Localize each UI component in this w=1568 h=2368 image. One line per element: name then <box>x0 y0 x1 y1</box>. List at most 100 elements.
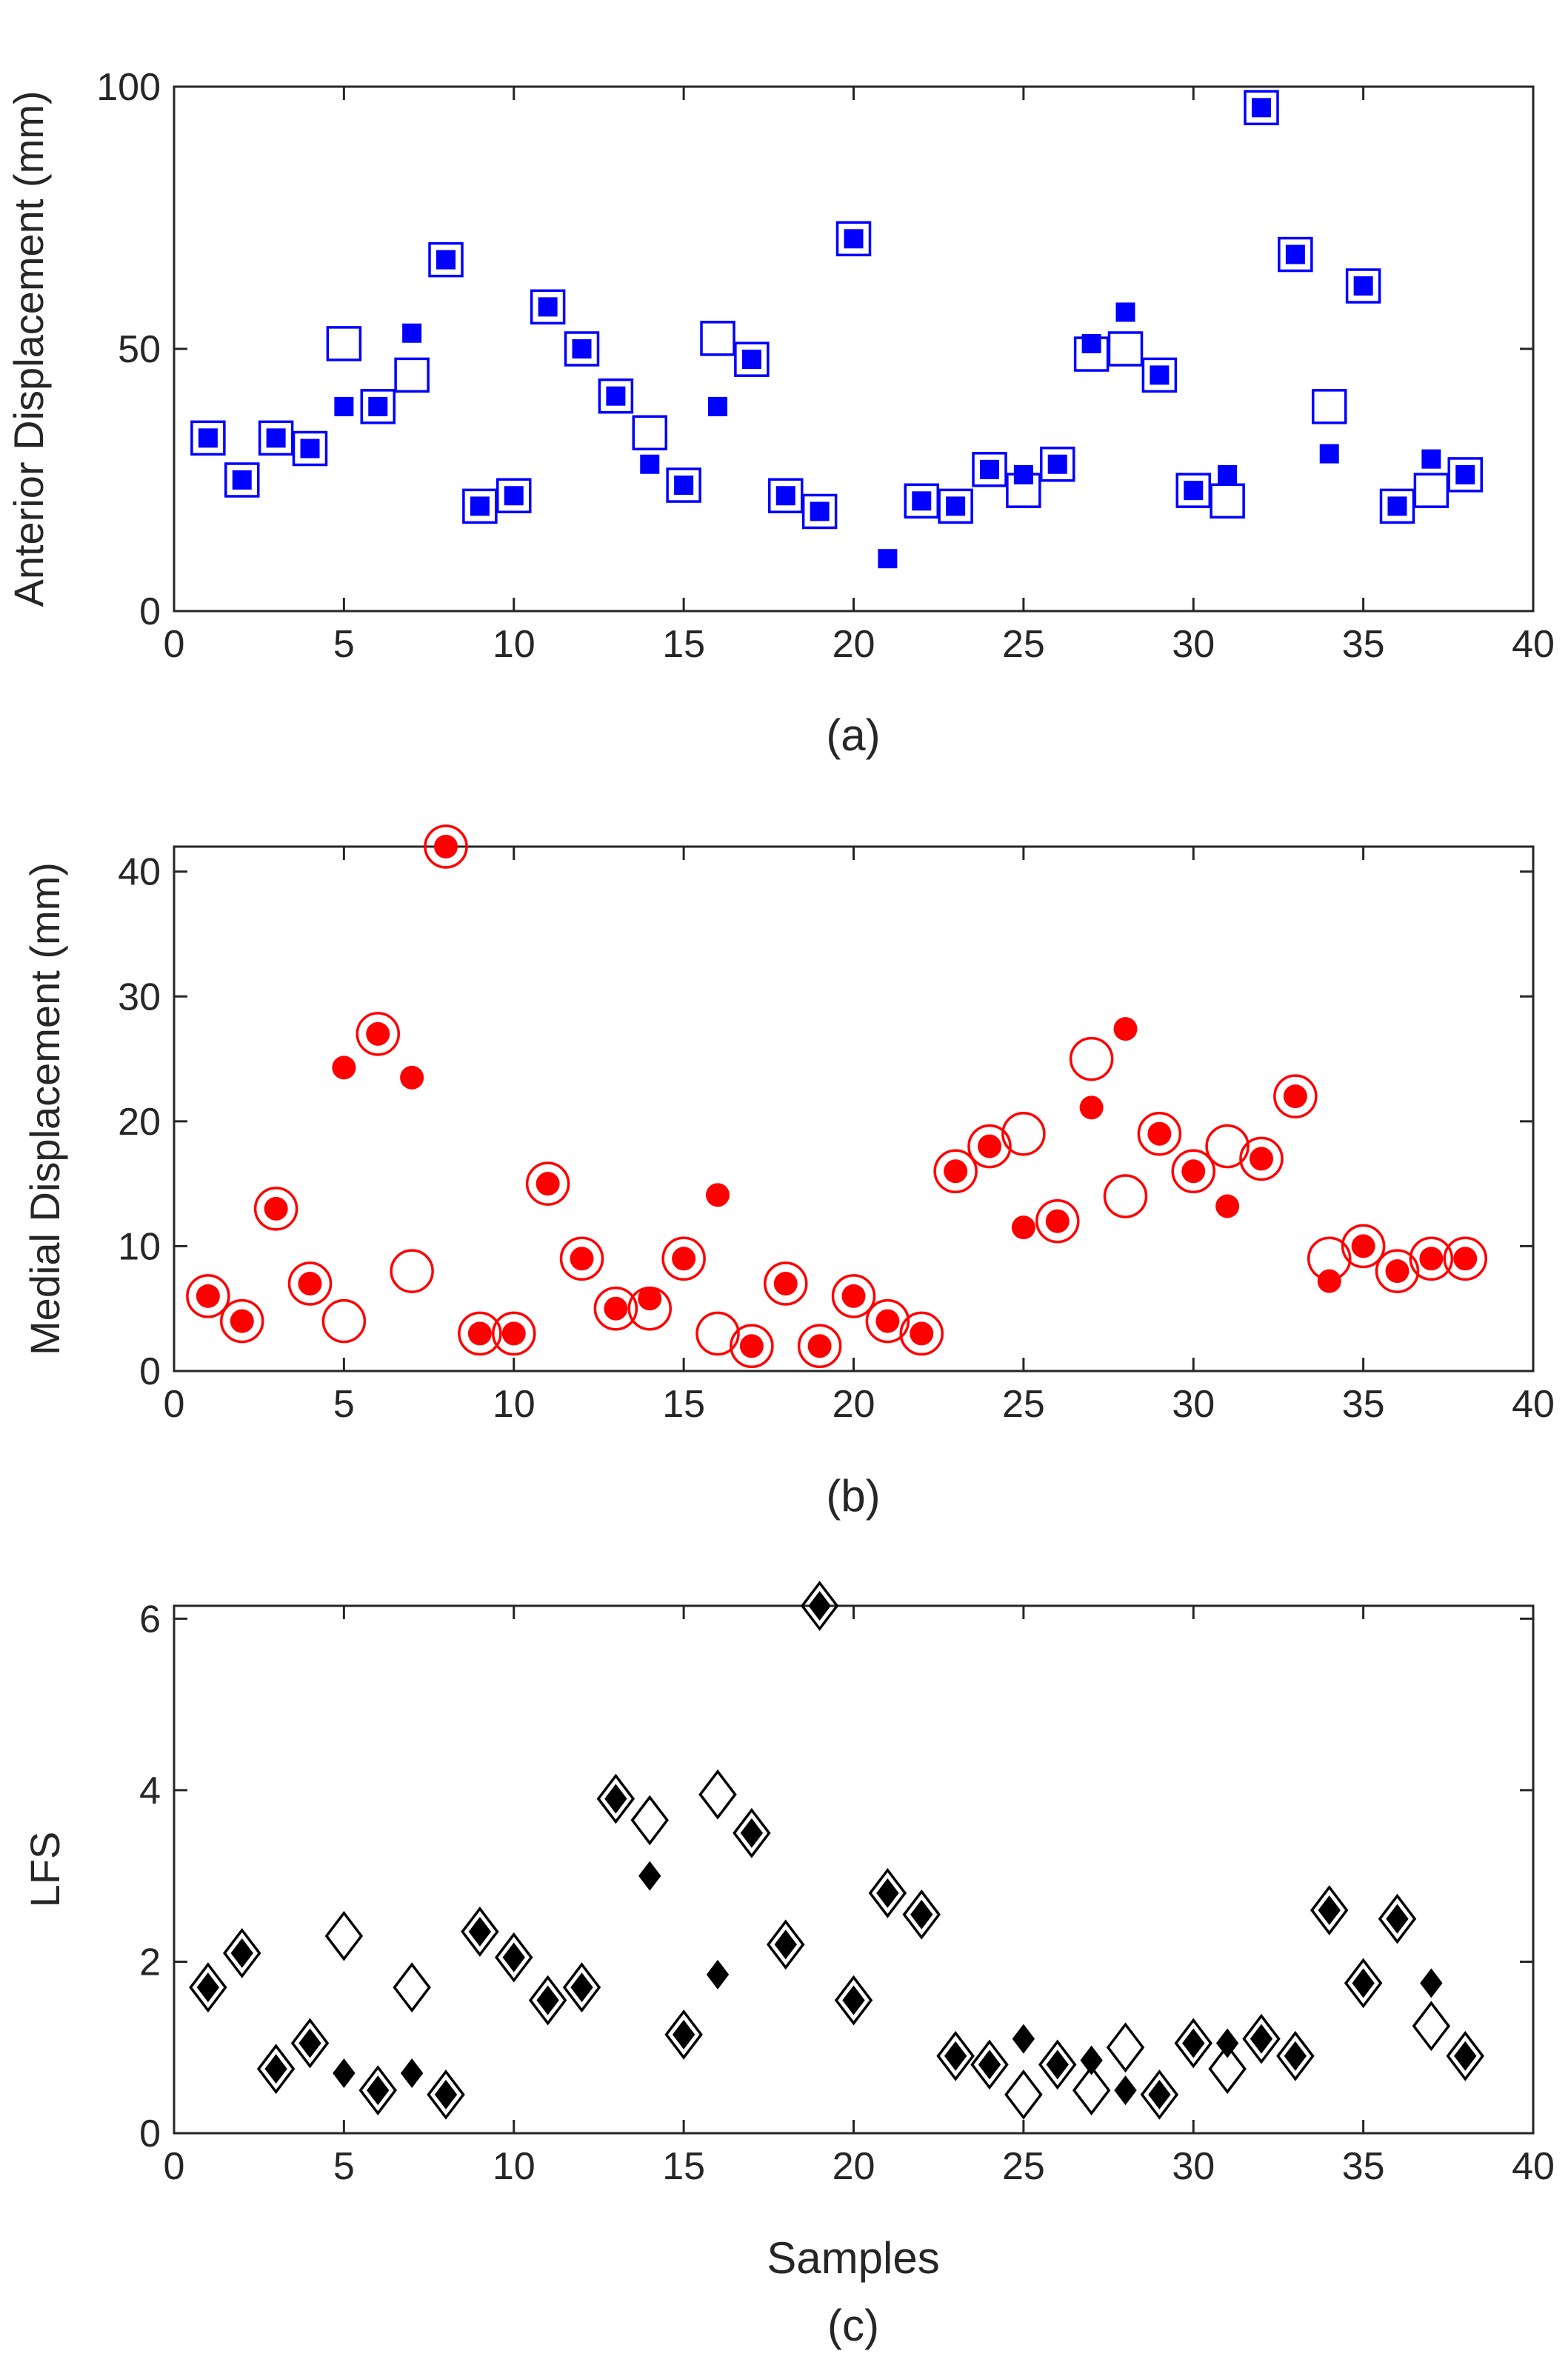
circle-marker-filled <box>1147 1121 1172 1146</box>
x-tick-label: 35 <box>1342 2145 1385 2188</box>
square-marker-open <box>1040 447 1075 482</box>
square-marker-open <box>496 478 532 513</box>
diamond-marker-open <box>1208 2044 1247 2095</box>
square-marker-filled <box>266 428 286 448</box>
diamond-marker-open <box>868 1867 907 1918</box>
square-marker-open <box>462 488 498 524</box>
diamond-marker-filled <box>536 1985 559 2015</box>
data-marks-b <box>186 824 1487 1369</box>
circle-marker-open <box>186 1274 230 1318</box>
square-marker-filled <box>1353 276 1373 296</box>
square-marker-open <box>190 420 226 456</box>
circle-marker-filled <box>264 1196 288 1221</box>
x-tick-label: 5 <box>333 1383 355 1426</box>
x-tick-label: 30 <box>1172 1383 1215 1426</box>
x-tick-label: 15 <box>662 2145 705 2188</box>
x-tick-label: 35 <box>1342 623 1385 666</box>
diamond-marker-open <box>1446 2030 1485 2081</box>
square-marker-filled <box>1455 464 1475 484</box>
square-marker-open <box>326 326 362 361</box>
circle-marker-filled <box>1351 1234 1375 1258</box>
y-tick-label: 6 <box>139 1598 161 1641</box>
square-marker-filled <box>538 297 558 317</box>
circle-marker-open <box>1239 1136 1284 1181</box>
circle-marker-filled <box>366 1021 390 1046</box>
circle-marker-open <box>797 1324 842 1369</box>
diamond-marker-open <box>733 1807 771 1858</box>
diamond-marker-filled <box>978 2050 1001 2080</box>
square-marker-open <box>666 467 701 503</box>
diamond-marker-filled <box>740 1818 764 1848</box>
circle-marker-filled <box>298 1272 322 1295</box>
circle-marker-filled <box>604 1296 628 1321</box>
circle-marker-open <box>1035 1198 1080 1244</box>
circle-marker-open <box>220 1298 264 1344</box>
x-tick-label: 0 <box>164 1383 185 1426</box>
square-marker-open <box>904 483 939 519</box>
square-marker-filled <box>198 428 218 448</box>
diamond-marker-filled <box>1012 2024 1035 2054</box>
circle-marker-open <box>831 1274 876 1318</box>
x-tick-label: 30 <box>1172 623 1215 666</box>
x-tick-label: 40 <box>1512 2145 1555 2188</box>
diamond-marker-open <box>358 2065 398 2116</box>
diamond-marker-open <box>427 2070 465 2120</box>
square-marker-open <box>292 430 328 467</box>
square-marker-filled <box>878 549 898 569</box>
x-tick-label: 10 <box>493 623 536 666</box>
square-marker-filled <box>912 491 932 511</box>
square-marker-filled <box>334 396 354 416</box>
diamond-marker-filled <box>706 1959 730 1990</box>
circle-marker-open <box>525 1161 570 1206</box>
circle-marker-open <box>253 1187 298 1231</box>
circle-marker-filled <box>1181 1159 1206 1184</box>
square-marker-filled <box>1184 481 1204 501</box>
circle-marker-open <box>1001 1111 1046 1156</box>
panel-a: 0 5 10 15 20 25 30 35 40 0 50 100 Anterior Displace… <box>5 66 1555 760</box>
x-tick-label: 40 <box>1512 623 1555 666</box>
circle-marker-open <box>321 1298 367 1344</box>
x-tick-label: 0 <box>164 623 185 666</box>
diamond-marker-filled <box>1114 2075 1137 2106</box>
circle-marker-open <box>559 1236 604 1281</box>
diamond-marker-filled <box>1352 1968 1375 1998</box>
square-marker-open <box>258 420 294 456</box>
plot-area-a <box>173 85 1535 613</box>
data-marks-a <box>190 90 1483 569</box>
diamond-marker-filled <box>944 2041 967 2071</box>
diamond-marker-filled <box>1215 2028 1239 2058</box>
diamond-marker-filled <box>1420 1968 1443 1998</box>
diamond-marker-filled <box>367 2075 390 2106</box>
square-marker-filled <box>572 339 592 358</box>
diamond-marker-filled <box>1318 1895 1341 1925</box>
circle-marker-filled <box>570 1247 594 1271</box>
x-tick-label: 15 <box>662 623 705 666</box>
diamond-marker-filled <box>502 1942 525 1972</box>
diamond-marker-open <box>290 2018 330 2069</box>
diamond-marker-open <box>1276 2030 1315 2081</box>
square-marker-open <box>1107 331 1144 367</box>
square-marker-filled <box>504 486 524 506</box>
diamond-marker-open <box>630 1795 670 1846</box>
x-tick-label: 25 <box>1002 2145 1045 2188</box>
square-marker-open <box>768 478 804 513</box>
plot-area-c <box>173 1604 1535 2135</box>
square-marker-open <box>598 378 634 414</box>
diamond-marker-open <box>222 1927 261 1978</box>
circle-marker-open <box>1341 1224 1386 1269</box>
circle-marker-filled <box>501 1321 526 1346</box>
square-marker-filled <box>1252 98 1271 118</box>
square-marker-filled <box>1047 454 1067 474</box>
y-tick-label: 10 <box>118 1225 161 1268</box>
circle-marker-filled <box>978 1134 1001 1158</box>
square-marker-open <box>938 488 973 524</box>
diamond-marker-filled <box>434 2079 458 2109</box>
circle-marker-open <box>1103 1174 1148 1218</box>
diamond-marker-filled <box>1046 2050 1069 2080</box>
square-marker-filled <box>232 470 252 490</box>
square-marker-open <box>632 415 667 451</box>
square-marker-filled <box>708 396 727 416</box>
circle-marker-filled <box>196 1284 220 1308</box>
square-marker-filled <box>606 386 626 406</box>
